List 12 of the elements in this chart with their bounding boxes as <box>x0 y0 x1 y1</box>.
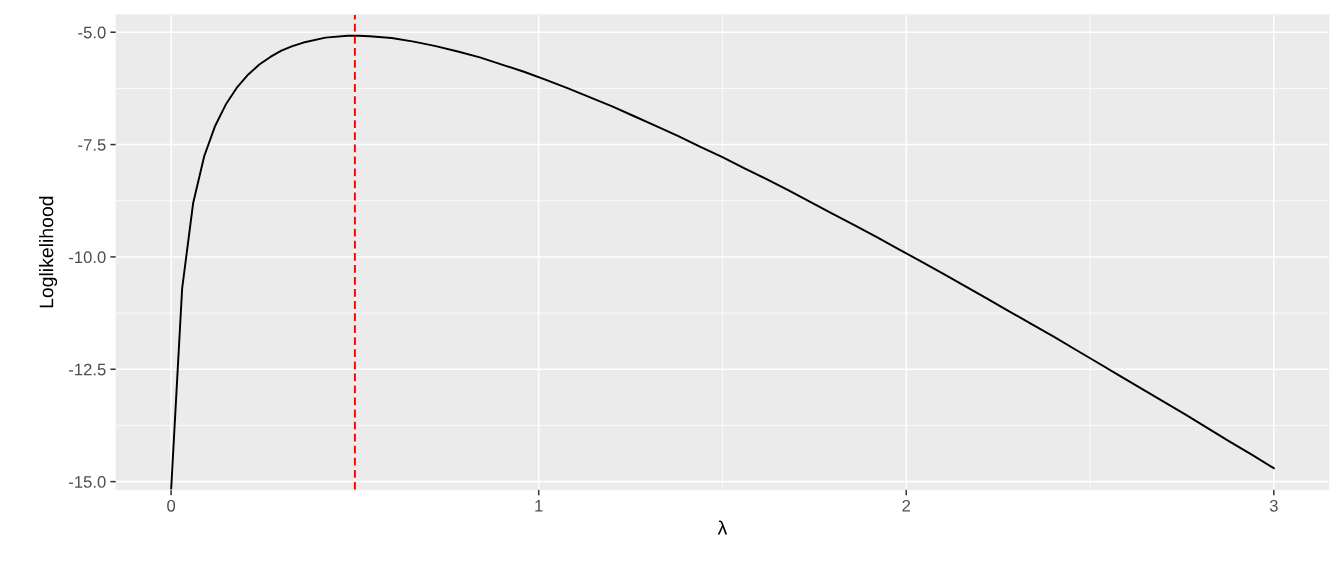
x-axis-title: λ <box>717 520 728 535</box>
x-tick-label: 1 <box>535 500 543 512</box>
x-tick-label: 0 <box>167 499 176 512</box>
x-tick-label: 3 <box>1269 499 1278 512</box>
x-tick-label: 2 <box>902 499 911 512</box>
y-tick-label: -12.5 <box>69 363 106 376</box>
y-axis-title: Loglikelihood <box>39 196 58 308</box>
y-tick-label: -5.0 <box>78 26 106 39</box>
line-series <box>170 34 1275 490</box>
y-tick-label: -15.0 <box>69 476 106 488</box>
y-tick-label: -10.0 <box>69 251 106 264</box>
y-tick-label: -7.5 <box>78 139 106 151</box>
